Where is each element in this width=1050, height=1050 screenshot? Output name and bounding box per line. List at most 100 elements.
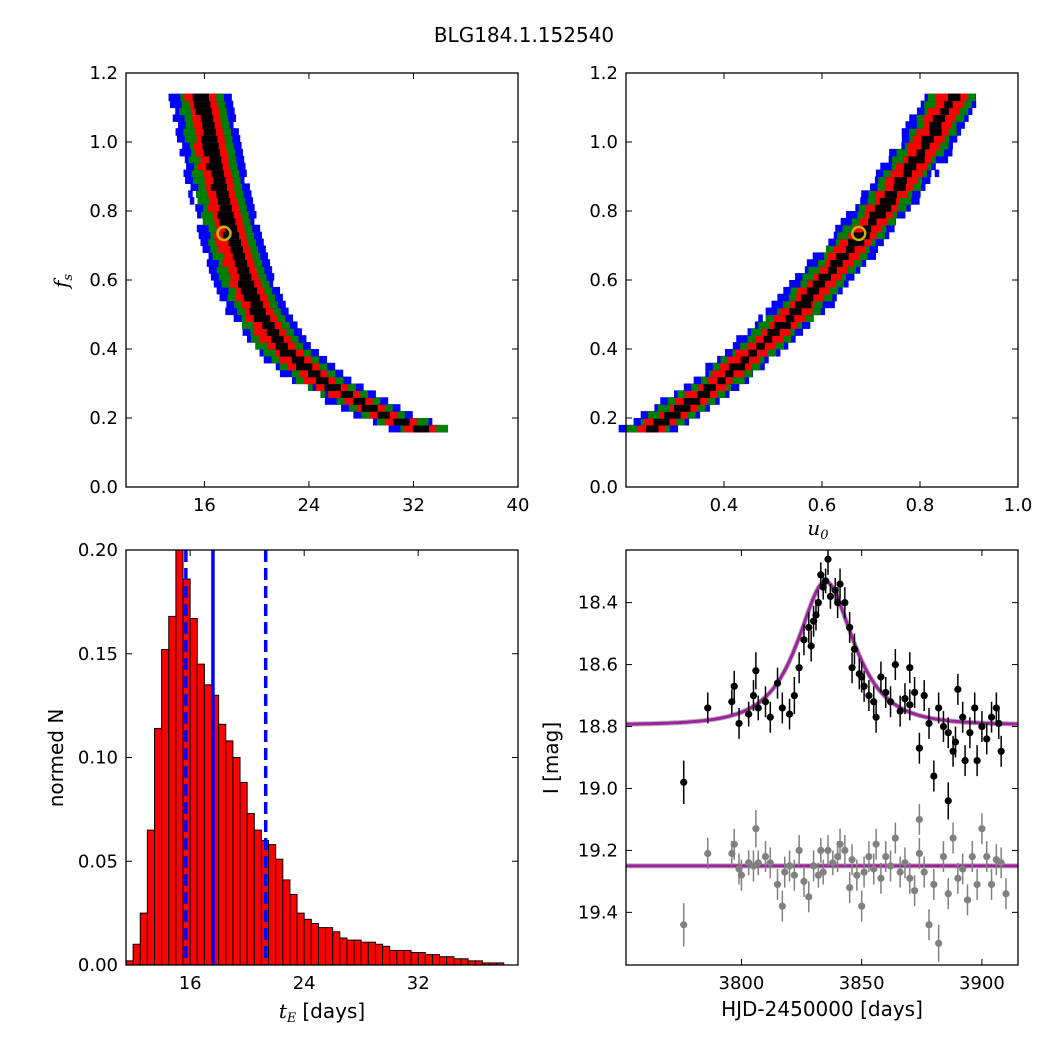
posterior-cell-green [244,211,249,219]
posterior-cell-black [888,190,894,198]
posterior-cell-blue [242,328,248,336]
posterior-cell-red [904,183,909,191]
posterior-cell-green [384,404,389,412]
posterior-cell-black [265,314,271,322]
posterior-cell-green [294,342,300,350]
data-point [906,701,914,709]
posterior-cell-green [261,273,267,281]
posterior-cell-blue [828,238,833,247]
posterior-cell-blue [243,190,248,198]
posterior-cell-blue [695,411,701,419]
posterior-cell-black [222,183,228,191]
posterior-cell-red [266,335,272,343]
posterior-cell-blue [281,300,286,309]
posterior-cell-green [245,231,251,240]
posterior-cell-blue [275,286,281,295]
posterior-cell-green [180,93,185,102]
posterior-cell-green [184,135,190,143]
posterior-cell-green [712,362,718,371]
posterior-cell-red [898,162,904,171]
posterior-cell-black [279,342,285,350]
posterior-cell-blue [705,369,710,378]
posterior-cell-green [222,107,227,115]
posterior-cell-green [691,383,696,391]
posterior-cell-green [955,114,961,122]
posterior-cell-red [241,245,247,253]
posterior-cell-red [264,307,270,316]
hist-bar [253,829,262,966]
posterior-cell-red [248,266,253,274]
posterior-cell-blue [637,418,643,426]
hist-bar [225,740,234,966]
posterior-cell-red [319,369,324,378]
posterior-cell-red [226,169,232,178]
posterior-cell-blue [715,397,720,405]
posterior-cell-green [863,252,868,260]
posterior-cell-red [888,211,893,219]
residual-point [896,868,904,876]
posterior-cell-red [214,204,220,212]
posterior-cell-blue [906,204,911,212]
posterior-cell-black [664,418,670,426]
posterior-cell-red [708,390,713,398]
hist-bar [246,813,255,966]
posterior-cell-blue [805,321,811,329]
posterior-cell-black [881,211,886,219]
posterior-cell-red [644,418,649,426]
posterior-cell-blue [849,211,855,219]
posterior-cell-green [255,266,261,274]
posterior-cell-black [903,162,909,171]
posterior-cell-red [943,114,949,122]
posterior-cell-red [222,148,228,157]
posterior-cell-blue [853,211,859,219]
posterior-cell-blue [920,183,926,191]
posterior-cell-blue [189,197,195,205]
posterior-cell-black [240,252,246,260]
posterior-cell-red [262,328,267,336]
posterior-cell-blue [905,128,911,136]
posterior-cell-black [237,280,243,288]
posterior-cell-black [221,197,227,205]
data-point [761,698,770,706]
posterior-cell-black [283,349,289,357]
posterior-cell-green [226,273,232,281]
posterior-cell-green [657,404,663,412]
residual-point [766,859,774,867]
posterior-cell-black [242,273,248,281]
posterior-cell-blue [284,314,290,322]
posterior-cell-blue [324,397,330,405]
data-point [877,673,885,681]
posterior-cell-black [902,176,907,184]
posterior-cell-black [879,197,885,205]
posterior-cell-green [227,293,232,302]
posterior-cell-green [948,128,953,136]
posterior-cell-red [209,197,214,205]
data-point [882,688,890,697]
posterior-cell-black [210,162,215,171]
posterior-cell-red [955,107,960,115]
posterior-cell-green [204,211,210,219]
posterior-cell-red [303,369,308,378]
posterior-cell-blue [246,190,252,198]
posterior-cell-green [351,383,356,391]
posterior-cell-blue [263,266,269,274]
posterior-cell-blue [217,280,223,288]
hist-bar [139,912,148,966]
posterior-cell-black [760,342,765,350]
posterior-cell-black [661,418,666,426]
posterior-cell-blue [287,369,293,378]
posterior-cell-red [684,390,690,398]
posterior-cell-blue [226,300,231,309]
posterior-cell-black [683,397,689,405]
posterior-cell-red [903,155,908,164]
posterior-cell-black [944,107,949,115]
posterior-cell-red [184,93,189,102]
posterior-cell-blue [280,307,285,316]
hist-bar [154,727,163,966]
posterior-cell-black [206,121,211,129]
posterior-cell-green [883,169,888,178]
posterior-cell-green [365,411,370,419]
posterior-cell-blue [846,211,851,219]
posterior-cell-red [916,135,922,143]
